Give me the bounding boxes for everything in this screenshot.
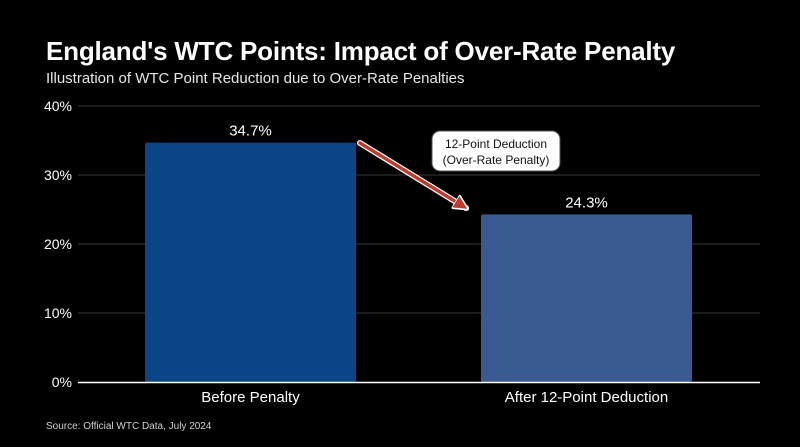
data-label: 24.3%: [565, 194, 608, 211]
x-axis-labels: Before Penalty After 12-Point Deduction: [201, 389, 668, 406]
y-tick-label: 0%: [52, 374, 72, 390]
chart-title: England's WTC Points: Impact of Over-Rat…: [46, 36, 676, 66]
y-tick-label: 30%: [44, 167, 72, 183]
bar: [145, 142, 356, 382]
x-tick-label: Before Penalty: [201, 389, 300, 406]
y-tick-label: 20%: [44, 236, 72, 252]
y-axis-ticks: 0% 10% 20% 30% 40%: [44, 98, 72, 390]
y-tick-label: 40%: [44, 98, 72, 114]
x-tick-label: After 12-Point Deduction: [505, 389, 668, 406]
data-label: 34.7%: [229, 123, 272, 140]
deduction-arrow: [358, 141, 466, 208]
chart-source: Source: Official WTC Data, July 2024: [46, 421, 212, 432]
annotation-text: 12-Point Deduction: [445, 137, 547, 151]
penalty-annotation: 12-Point Deduction (Over-Rate Penalty): [357, 130, 561, 211]
bars: [145, 142, 692, 382]
chart-subtitle: Illustration of WTC Point Reduction due …: [46, 70, 465, 87]
bar: [481, 214, 692, 382]
value-labels: 34.7% 24.3%: [229, 123, 608, 212]
y-tick-label: 10%: [44, 305, 72, 321]
annotation-box: [431, 130, 561, 172]
annotation-text: (Over-Rate Penalty): [443, 153, 550, 167]
